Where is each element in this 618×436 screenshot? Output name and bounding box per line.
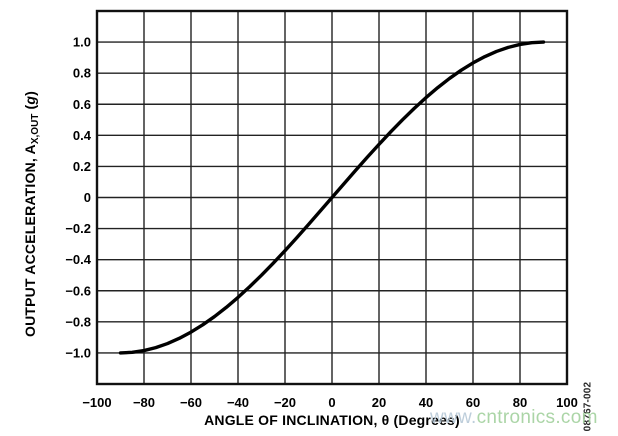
plot-frame bbox=[95, 9, 569, 386]
x-tick-label: −40 bbox=[227, 395, 249, 410]
y-axis-title: OUTPUT ACCELERATION, AX,OUT (g) bbox=[22, 53, 42, 375]
x-tick-label: 100 bbox=[556, 395, 578, 410]
y-axis-title-paren-open: ( bbox=[22, 104, 38, 114]
y-tick-label: −0.4 bbox=[65, 252, 91, 267]
y-axis-title-g-italic: g bbox=[22, 95, 38, 105]
y-axis-title-text: OUTPUT ACCELERATION, A bbox=[22, 144, 38, 338]
y-tick-label: −0.6 bbox=[65, 283, 91, 298]
x-tick-label: 80 bbox=[513, 395, 527, 410]
watermark-www: www. bbox=[430, 407, 477, 428]
watermark-domain: cntronics.com bbox=[476, 407, 598, 428]
y-tick-label: 1.0 bbox=[73, 35, 91, 50]
y-tick-label: 0.6 bbox=[73, 97, 91, 112]
x-tick-label: 60 bbox=[466, 395, 480, 410]
watermark: www.cntronics.com bbox=[430, 407, 597, 429]
data-curve bbox=[118, 40, 546, 355]
x-tick-label: 40 bbox=[419, 395, 433, 410]
x-tick-label: −100 bbox=[82, 395, 111, 410]
y-axis-title-subscript: X,OUT bbox=[30, 113, 41, 145]
x-tick-label: 0 bbox=[328, 395, 335, 410]
y-tick-label: −0.2 bbox=[65, 221, 91, 236]
x-axis-title: ANGLE OF INCLINATION, θ (Degrees) bbox=[204, 412, 460, 428]
x-tick-label: −80 bbox=[133, 395, 155, 410]
x-tick-label: −20 bbox=[274, 395, 296, 410]
x-tick-label: −60 bbox=[180, 395, 202, 410]
y-tick-label: 0 bbox=[84, 190, 91, 205]
y-tick-label: −0.8 bbox=[65, 314, 91, 329]
y-tick-label: −1.0 bbox=[65, 345, 91, 360]
y-axis-title-paren-close: ) bbox=[22, 90, 38, 96]
y-tick-label: 0.4 bbox=[73, 128, 92, 143]
y-tick-label: 0.8 bbox=[73, 66, 91, 81]
x-tick-label: 20 bbox=[372, 395, 386, 410]
y-tick-label: 0.2 bbox=[73, 159, 91, 174]
